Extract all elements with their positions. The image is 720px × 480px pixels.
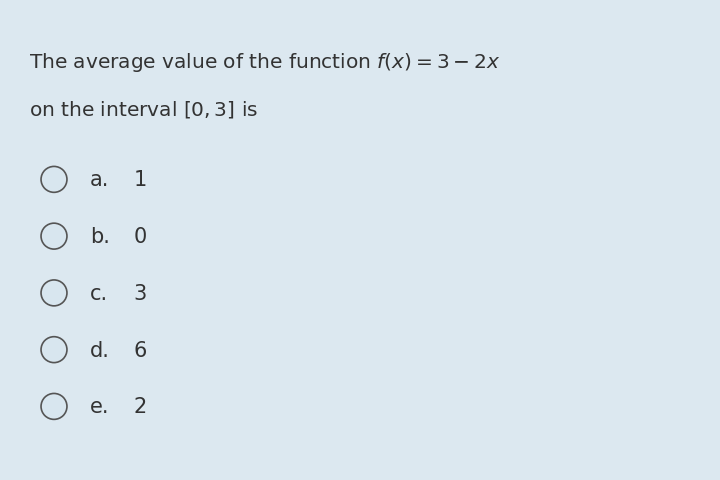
- Text: d.: d.: [90, 340, 110, 360]
- Text: b.: b.: [90, 227, 110, 247]
- Ellipse shape: [41, 280, 67, 306]
- Ellipse shape: [41, 337, 67, 363]
- Text: e.: e.: [90, 396, 109, 417]
- Ellipse shape: [41, 394, 67, 420]
- Text: 0: 0: [133, 227, 146, 247]
- Ellipse shape: [41, 167, 67, 193]
- Text: 3: 3: [133, 283, 146, 303]
- Text: on the interval $[0, 3]$ is: on the interval $[0, 3]$ is: [29, 98, 258, 120]
- Text: a.: a.: [90, 170, 109, 190]
- Text: 2: 2: [133, 396, 146, 417]
- Text: c.: c.: [90, 283, 108, 303]
- Text: 6: 6: [133, 340, 147, 360]
- Ellipse shape: [41, 224, 67, 250]
- Text: 1: 1: [133, 170, 146, 190]
- Text: The average value of the function $f(x) = 3 - 2x$: The average value of the function $f(x) …: [29, 50, 500, 73]
